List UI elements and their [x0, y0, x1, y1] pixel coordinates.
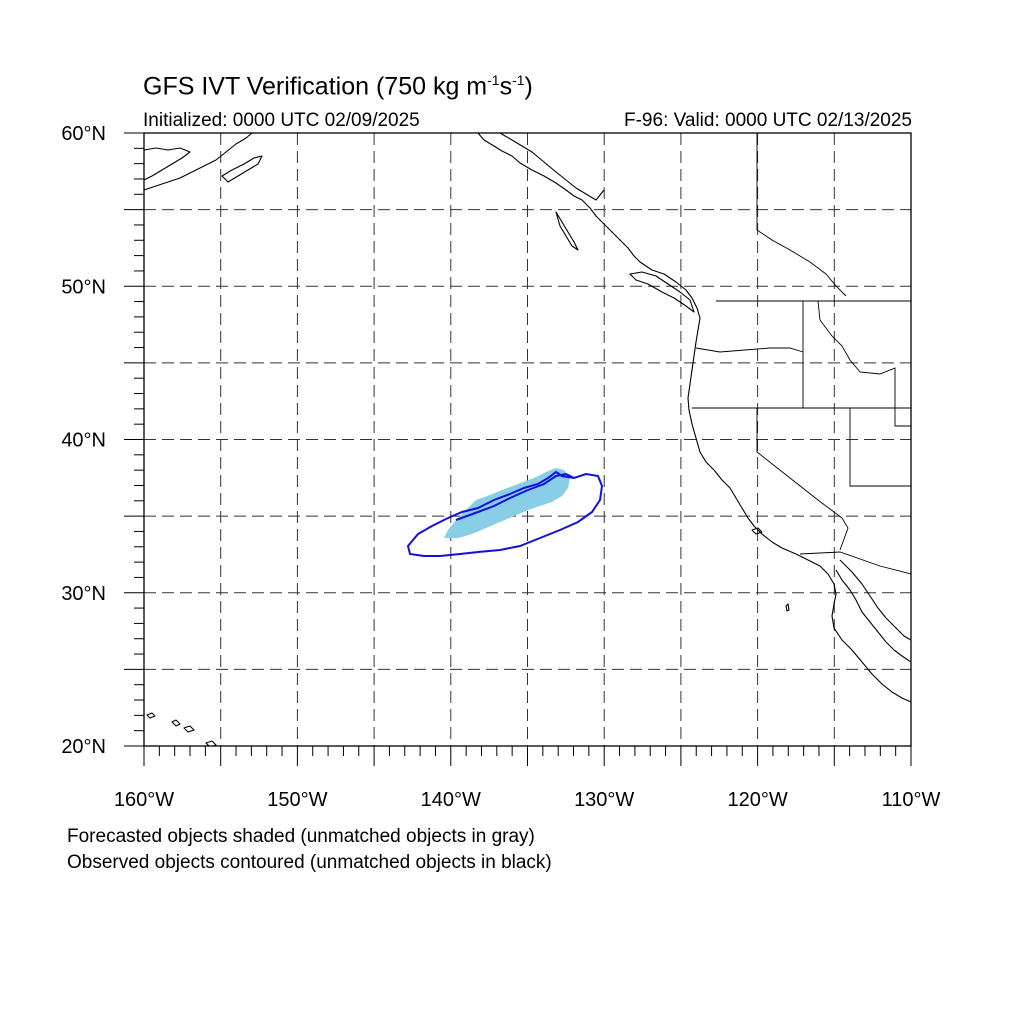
nevada-utah	[849, 408, 911, 487]
lon-label: 150°W	[267, 789, 327, 811]
coastlines	[144, 133, 911, 746]
hawaii-island-1	[146, 712, 156, 719]
lon-label: 140°W	[421, 789, 481, 811]
channel-island	[751, 527, 763, 535]
hawaii-island-2	[171, 719, 181, 727]
california-nevada	[756, 408, 843, 519]
alaska-panhandle	[499, 133, 605, 201]
latitude-labels: 60°N 50°N 40°N 30°N 20°N	[61, 123, 106, 758]
lon-label: 120°W	[727, 789, 787, 811]
initialized-time: Initialized: 0000 UTC 02/09/2025	[143, 110, 420, 131]
guadalupe-island	[785, 603, 790, 612]
canada-alaska-border	[756, 133, 847, 297]
map-title: GFS IVT Verification (750 kg m-1s-1)	[143, 72, 533, 101]
lat-label: 40°N	[61, 430, 106, 452]
kodiak-area	[221, 155, 263, 183]
lon-label: 130°W	[574, 789, 634, 811]
haida-gwaii	[555, 211, 579, 251]
west-coast-outline	[477, 133, 911, 703]
gulf-of-california	[839, 559, 911, 641]
california-arizona	[839, 517, 849, 551]
alaska-peninsula	[144, 147, 191, 181]
us-mexico-border	[799, 551, 911, 575]
washington-oregon	[695, 347, 804, 353]
vancouver-island	[629, 271, 695, 313]
footnote-observed: Observed objects contoured (unmatched ob…	[67, 852, 552, 873]
observed-ivt-axis	[455, 472, 575, 521]
lat-label: 30°N	[61, 583, 106, 605]
political-boundaries	[692, 133, 911, 575]
lat-label: 60°N	[61, 123, 106, 145]
lat-label: 20°N	[61, 736, 106, 758]
lon-label: 160°W	[114, 789, 174, 811]
hawaii-island-3	[183, 725, 195, 733]
valid-time: F-96: Valid: 0000 UTC 02/13/2025	[624, 110, 912, 131]
baja-outline	[835, 569, 911, 663]
lat-label: 50°N	[61, 276, 106, 298]
alaska-mainland	[144, 133, 253, 191]
longitude-labels: 160°W 150°W 140°W 130°W 120°W 110°W	[114, 789, 941, 811]
observed-ivt-contour	[406, 470, 604, 557]
lon-label: 110°W	[882, 789, 941, 811]
axis-ticks	[124, 132, 912, 766]
footnote-forecast: Forecasted objects shaded (unmatched obj…	[67, 826, 535, 847]
graticule	[144, 133, 911, 746]
idaho-montana	[817, 300, 911, 427]
